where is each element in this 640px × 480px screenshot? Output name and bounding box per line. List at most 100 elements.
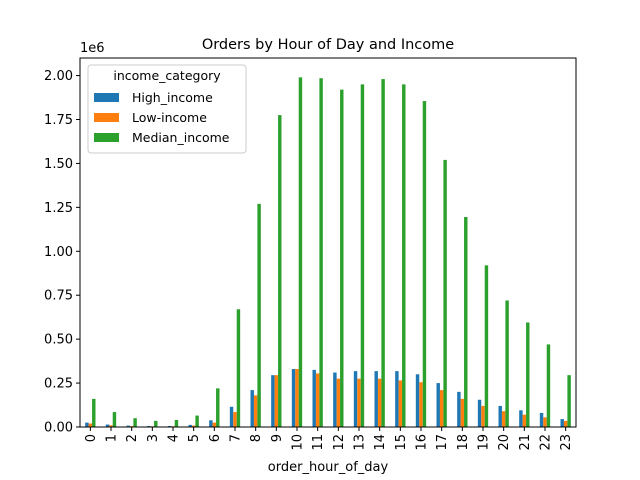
bar-high-income-22	[539, 412, 544, 427]
x-tick-label: 16	[415, 434, 430, 451]
bar-high-income-10	[291, 369, 296, 427]
legend-entry-label: Low-income	[132, 110, 207, 125]
bar-median-income-18	[464, 217, 468, 427]
bar-low-income-0	[88, 423, 93, 427]
legend-box	[87, 64, 247, 154]
bar-low-income-5	[191, 425, 196, 427]
x-tick-label: 6	[208, 434, 223, 442]
bar-low-income-9	[274, 375, 279, 427]
bar-median-income-17	[443, 159, 447, 427]
bar-low-income-10	[295, 369, 299, 427]
x-tick-label: 19	[477, 434, 492, 451]
bar-low-income-1	[109, 425, 113, 427]
bar-median-income-11	[319, 78, 323, 428]
y-tick-label: 0.50	[44, 333, 73, 348]
plot-frame	[79, 57, 577, 428]
x-axis-label: order_hour_of_day	[268, 460, 389, 475]
bar-low-income-8	[253, 395, 258, 427]
x-tick-label: 18	[456, 434, 471, 451]
bar-low-income-22	[543, 417, 547, 427]
bar-low-income-15	[398, 380, 403, 427]
legend: income_category High_income Low-income Medi…	[87, 64, 247, 154]
x-tick-label: 1	[105, 434, 120, 442]
bar-high-income-8	[250, 390, 254, 427]
x-tick-label: 10	[291, 434, 306, 451]
x-axis: 0 1 2 3 4 5 6 7 8 9 10 11 12 13 14 15 16 17 18 19 20 21 22 23	[84, 427, 574, 451]
y-tick-label: 0.25	[44, 377, 73, 392]
bar-low-income-7	[233, 412, 237, 427]
bar-low-income-11	[315, 373, 320, 427]
legend-entry-label: High_income	[132, 90, 213, 105]
x-tick-label: 14	[373, 434, 388, 451]
bar-low-income-19	[481, 405, 485, 427]
x-tick-label: 12	[332, 434, 347, 451]
bar-median-income-16	[422, 101, 427, 428]
legend-swatch	[94, 113, 119, 122]
bar-median-income-15	[402, 84, 406, 428]
bar-median-income-19	[484, 265, 489, 427]
x-tick-label: 11	[311, 434, 326, 451]
y-tick-label: 1.25	[44, 201, 73, 216]
bar-low-income-6	[212, 422, 217, 427]
bar-high-income-15	[395, 371, 399, 427]
bar-median-income-0	[92, 398, 96, 427]
bar-median-income-20	[505, 300, 509, 427]
bar-high-income-23	[560, 419, 564, 427]
bar-median-income-10	[298, 77, 303, 427]
x-tick-label: 7	[229, 434, 244, 442]
bar-median-income-23	[567, 375, 571, 427]
x-tick-label: 8	[249, 434, 264, 442]
bar-low-income-23	[563, 420, 568, 427]
x-tick-label: 4	[167, 434, 182, 442]
x-tick-label: 20	[497, 434, 512, 451]
y-tick-label: 2.00	[44, 69, 73, 84]
bar-low-income-18	[460, 398, 465, 427]
bar-median-income-14	[381, 79, 385, 427]
bars-layer	[85, 77, 571, 428]
bar-high-income-21	[519, 410, 523, 427]
bar-median-income-22	[546, 344, 551, 427]
bar-median-income-12	[340, 89, 344, 427]
bar-high-income-0	[85, 422, 89, 427]
x-tick-label: 15	[394, 434, 409, 451]
y-tick-label: 0.00	[44, 421, 73, 436]
x-tick-label: 2	[125, 434, 140, 442]
bar-high-income-18	[457, 391, 461, 427]
bar-low-income-21	[522, 414, 527, 427]
y-axis: 0.00 0.25 0.50 0.75 1.00 1.25 1.50 1.75 2.00	[44, 69, 80, 436]
bar-median-income-7	[236, 309, 241, 427]
chart-title: Orders by Hour of Day and Income	[202, 37, 454, 53]
bar-high-income-4	[167, 425, 172, 427]
x-tick-label: 5	[187, 434, 202, 442]
bar-median-income-1	[112, 412, 117, 427]
y-offset-text: 1e6	[80, 41, 105, 56]
x-tick-label: 22	[539, 434, 554, 451]
y-tick-label: 0.75	[44, 289, 73, 304]
bar-median-income-21	[526, 322, 530, 427]
x-tick-label: 17	[435, 434, 450, 451]
x-tick-label: 9	[270, 434, 285, 442]
x-tick-label: 23	[559, 434, 574, 451]
legend-title: income_category	[113, 68, 221, 83]
bar-low-income-12	[336, 378, 341, 427]
bar-high-income-1	[105, 424, 110, 427]
bar-high-income-2	[126, 425, 130, 427]
bar-median-income-5	[195, 415, 199, 427]
bar-median-income-9	[278, 115, 282, 428]
bar-high-income-7	[229, 406, 234, 427]
bar-median-income-13	[360, 84, 365, 428]
legend-swatch	[94, 93, 119, 102]
bar-high-income-17	[436, 383, 440, 427]
bar-high-income-16	[415, 374, 420, 427]
bar-high-income-3	[147, 425, 151, 427]
bar-median-income-4	[174, 419, 179, 427]
bar-low-income-14	[377, 378, 382, 427]
bar-high-income-14	[374, 371, 378, 427]
x-tick-label: 3	[146, 434, 161, 442]
bar-median-income-2	[133, 418, 137, 427]
legend-entry-label: Median_income	[132, 130, 230, 145]
y-tick-label: 1.50	[44, 157, 73, 172]
bar-high-income-19	[477, 399, 482, 427]
x-tick-label: 0	[84, 434, 99, 442]
